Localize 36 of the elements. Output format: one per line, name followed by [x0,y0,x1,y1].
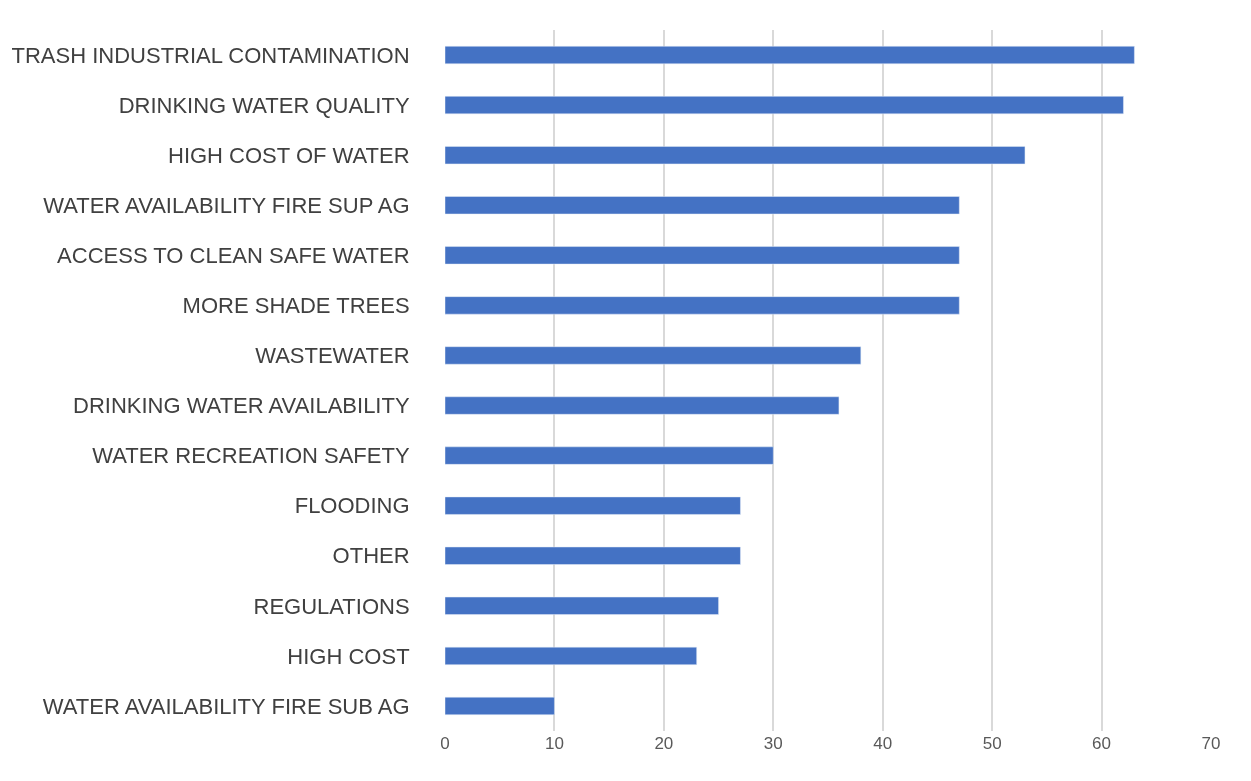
x-tick-label: 0 [440,734,450,753]
x-tick-label: 10 [544,734,564,753]
y-tick-label: WATER AVAILABILITY FIRE SUB AG [42,693,410,719]
x-tick-label: 40 [873,734,893,753]
bar [445,446,774,465]
y-tick-label: FLOODING [294,493,410,519]
bar [445,146,1026,165]
x-tick-label: 70 [1201,734,1221,753]
x-tick-label: 60 [1092,734,1112,753]
bar [445,346,862,365]
bar [445,396,840,415]
y-tick-label: HIGH COST [287,643,410,669]
y-tick-label: WASTEWATER [255,343,410,369]
bar [445,546,741,565]
y-tick-label: OTHER [332,543,410,569]
y-tick-label: DRINKING WATER QUALITY [118,92,410,118]
bar [445,596,719,615]
y-tick-label: WATER RECREATION SAFETY [92,443,410,469]
bar [445,296,960,315]
y-tick-label: ACCESS TO CLEAN SAFE WATER [57,243,410,269]
y-tick-label: REGULATIONS [253,593,410,619]
y-tick-label: HIGH COST OF WATER [168,142,410,168]
x-tick-label: 30 [763,734,783,753]
y-tick-label: TRASH INDUSTRIAL CONTAMINATION [11,42,410,68]
bar [445,46,1135,65]
y-tick-label: WATER AVAILABILITY FIRE SUP AG [43,192,410,218]
bar [445,196,960,215]
x-tick-label: 20 [654,734,674,753]
x-tick-label: 50 [982,734,1002,753]
bar [445,246,960,265]
bar [445,646,697,665]
bar [445,96,1124,115]
y-tick-label: DRINKING WATER AVAILABILITY [73,393,410,419]
y-tick-label: MORE SHADE TREES [182,293,410,319]
bar [445,696,555,715]
bar [445,496,741,515]
